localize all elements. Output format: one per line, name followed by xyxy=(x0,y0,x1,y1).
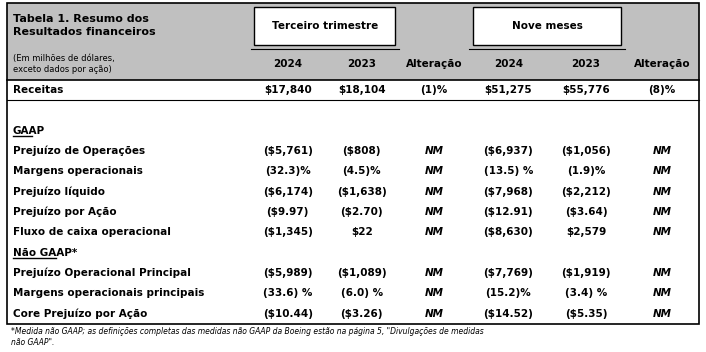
Text: NM: NM xyxy=(425,309,443,319)
Text: (4.5)%: (4.5)% xyxy=(342,166,381,176)
Text: Prejuízo líquido: Prejuízo líquido xyxy=(13,187,104,197)
Bar xyxy=(7,182,699,202)
Text: $55,776: $55,776 xyxy=(562,85,610,95)
Text: ($1,056): ($1,056) xyxy=(561,146,611,156)
Text: (15.2)%: (15.2)% xyxy=(486,288,531,298)
Text: NM: NM xyxy=(652,146,671,156)
Text: ($7,769): ($7,769) xyxy=(484,268,533,278)
Text: NM: NM xyxy=(652,268,671,278)
Text: Não GAAP*: Não GAAP* xyxy=(13,248,77,258)
Text: ($1,089): ($1,089) xyxy=(337,268,387,278)
Bar xyxy=(7,243,699,263)
Text: ($2,212): ($2,212) xyxy=(561,187,611,197)
Text: NM: NM xyxy=(425,268,443,278)
Text: ($5.35): ($5.35) xyxy=(565,309,607,319)
Text: NM: NM xyxy=(425,166,443,176)
Text: $22: $22 xyxy=(351,227,373,237)
Text: Margens operacionais: Margens operacionais xyxy=(13,166,143,176)
Text: Prejuízo por Ação: Prejuízo por Ação xyxy=(13,207,116,217)
Bar xyxy=(7,283,699,303)
Text: 2023: 2023 xyxy=(571,59,601,69)
Text: ($3.64): ($3.64) xyxy=(565,207,607,217)
Text: ($7,968): ($7,968) xyxy=(484,187,533,197)
Text: 2023: 2023 xyxy=(347,59,376,69)
FancyBboxPatch shape xyxy=(473,7,621,45)
Bar xyxy=(7,80,699,100)
Text: ($8,630): ($8,630) xyxy=(484,227,533,237)
Text: $17,840: $17,840 xyxy=(264,85,311,95)
Text: Prejuízo Operacional Principal: Prejuízo Operacional Principal xyxy=(13,268,191,278)
Text: NM: NM xyxy=(425,288,443,298)
Bar xyxy=(7,121,699,141)
Text: $18,104: $18,104 xyxy=(338,85,385,95)
Text: NM: NM xyxy=(425,207,443,217)
Text: NM: NM xyxy=(652,309,671,319)
Text: Margens operacionais principais: Margens operacionais principais xyxy=(13,288,204,298)
Text: NM: NM xyxy=(425,146,443,156)
Text: *Medida não GAAP; as definições completas das medidas não GAAP da Boeing estão n: *Medida não GAAP; as definições completa… xyxy=(11,327,484,347)
Text: (13.5) %: (13.5) % xyxy=(484,166,533,176)
Text: ($1,919): ($1,919) xyxy=(561,268,611,278)
Text: NM: NM xyxy=(425,227,443,237)
Text: ($6,174): ($6,174) xyxy=(263,187,313,197)
Bar xyxy=(7,303,699,324)
Text: (32.3)%: (32.3)% xyxy=(265,166,311,176)
Text: Alteração: Alteração xyxy=(406,59,462,69)
Text: NM: NM xyxy=(652,166,671,176)
Bar xyxy=(7,202,699,222)
Text: NM: NM xyxy=(425,187,443,197)
Text: GAAP: GAAP xyxy=(13,126,45,136)
Text: NM: NM xyxy=(652,227,671,237)
Text: (1)%: (1)% xyxy=(421,85,448,95)
Bar xyxy=(7,263,699,283)
Text: ($5,761): ($5,761) xyxy=(263,146,313,156)
Text: Nove meses: Nove meses xyxy=(512,21,582,31)
Text: ($5,989): ($5,989) xyxy=(263,268,313,278)
Text: $2,579: $2,579 xyxy=(566,227,606,237)
Text: NM: NM xyxy=(652,187,671,197)
Text: NM: NM xyxy=(652,207,671,217)
Text: ($2.70): ($2.70) xyxy=(340,207,383,217)
Text: ($3.26): ($3.26) xyxy=(340,309,383,319)
Text: 2024: 2024 xyxy=(493,59,523,69)
Text: (33.6) %: (33.6) % xyxy=(263,288,312,298)
Text: Prejuízo de Operações: Prejuízo de Operações xyxy=(13,146,145,156)
Text: Fluxo de caixa operacional: Fluxo de caixa operacional xyxy=(13,227,171,237)
Text: Tabela 1. Resumo dos
Resultados financeiros: Tabela 1. Resumo dos Resultados financei… xyxy=(13,14,155,37)
Bar xyxy=(7,161,699,182)
Text: ($9.97): ($9.97) xyxy=(266,207,309,217)
Text: ($1,638): ($1,638) xyxy=(337,187,387,197)
Bar xyxy=(7,141,699,161)
Text: ($1,345): ($1,345) xyxy=(263,227,313,237)
Text: (Em milhões de dólares,
exceto dados por ação): (Em milhões de dólares, exceto dados por… xyxy=(13,54,114,75)
Text: Alteração: Alteração xyxy=(633,59,690,69)
Text: ($6,937): ($6,937) xyxy=(484,146,533,156)
Text: ($10.44): ($10.44) xyxy=(263,309,313,319)
Text: (1.9)%: (1.9)% xyxy=(567,166,605,176)
Text: ($14.52): ($14.52) xyxy=(484,309,533,319)
Bar xyxy=(7,100,699,121)
Bar xyxy=(7,222,699,243)
FancyBboxPatch shape xyxy=(254,7,395,45)
Text: (8)%: (8)% xyxy=(648,85,676,95)
Text: Receitas: Receitas xyxy=(13,85,63,95)
Text: $51,275: $51,275 xyxy=(484,85,532,95)
Text: 2024: 2024 xyxy=(273,59,302,69)
Text: (6.0) %: (6.0) % xyxy=(341,288,383,298)
Text: Terceiro trimestre: Terceiro trimestre xyxy=(272,21,378,31)
Text: Core Prejuízo por Ação: Core Prejuízo por Ação xyxy=(13,308,147,319)
Text: ($808): ($808) xyxy=(342,146,381,156)
Text: ($12.91): ($12.91) xyxy=(484,207,533,217)
Text: NM: NM xyxy=(652,288,671,298)
Bar xyxy=(7,4,699,80)
Text: (3.4) %: (3.4) % xyxy=(565,288,607,298)
